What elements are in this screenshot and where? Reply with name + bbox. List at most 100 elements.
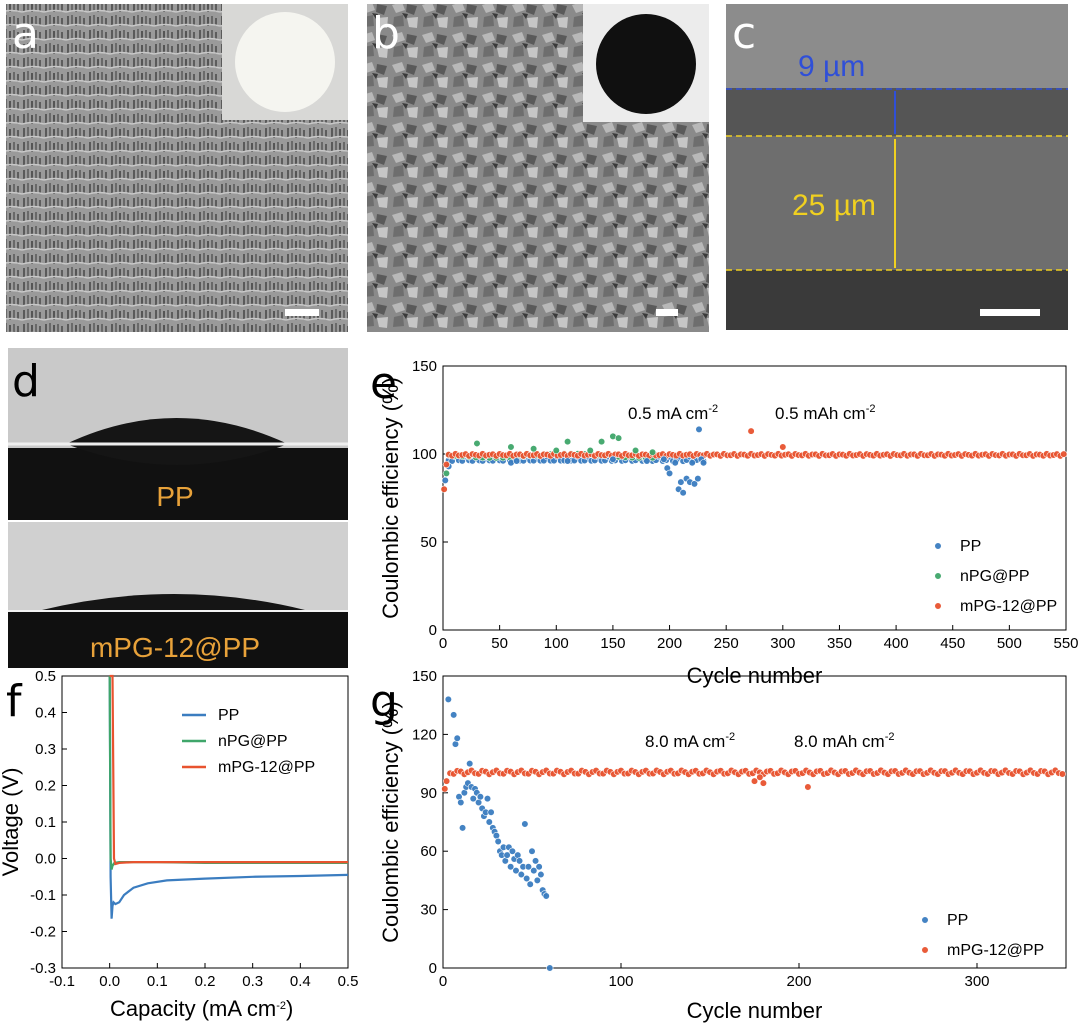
- y-tick-label: 0.2: [35, 778, 56, 795]
- data-point: [671, 459, 679, 467]
- current-density-annotation: 8.0 mA cm-2: [645, 731, 735, 751]
- x-tick-label: 400: [884, 635, 909, 652]
- data-point: [444, 695, 452, 703]
- data-point: [466, 759, 474, 768]
- data-point: [450, 711, 458, 719]
- data-point: [530, 445, 538, 453]
- substrate-layer: [726, 270, 1068, 330]
- data-point: [665, 469, 674, 477]
- y-tick-label: 60: [420, 843, 437, 860]
- x-tick-label: 50: [491, 635, 508, 652]
- data-point: [747, 427, 755, 435]
- data-point: [512, 867, 520, 875]
- x-tick-label: 500: [997, 635, 1022, 652]
- x-tick-label: 0: [439, 635, 447, 652]
- y-tick-label: 0.1: [35, 814, 56, 831]
- data-point: [563, 438, 572, 446]
- legend-label: mPG-12@PP: [218, 759, 315, 776]
- x-tick-label: 0.1: [147, 973, 168, 990]
- x-tick-label: 450: [940, 635, 965, 652]
- areal-capacity-annotation: 0.5 mAh cm-2: [775, 403, 875, 423]
- y-tick-label: 0.3: [35, 741, 56, 758]
- panel-label-d: d: [12, 356, 40, 407]
- data-point: [507, 863, 515, 871]
- x-tick-label: 0: [439, 973, 447, 990]
- scale-bar: [980, 309, 1040, 316]
- data-point: [442, 460, 450, 469]
- data-point: [614, 434, 623, 442]
- separator-layer: [726, 136, 1068, 270]
- y-tick-label: 0: [429, 622, 437, 639]
- voltage-curve: [109, 674, 348, 866]
- x-axis-label: Capacity (mA cm-2): [110, 996, 293, 1021]
- x-tick-label: 300: [770, 635, 795, 652]
- data-point: [440, 485, 448, 493]
- data-point: [523, 874, 531, 883]
- y-tick-label: 150: [412, 358, 437, 375]
- legend-marker: [934, 602, 942, 610]
- y-tick-label: -0.3: [30, 960, 56, 977]
- data-point: [779, 443, 787, 451]
- panel-label-a: a: [12, 8, 39, 59]
- current-density-annotation-base: 8.0 mA cm: [645, 732, 725, 751]
- chart-f: f -0.1 0.0 0.1 0.2 0.3 0.4 0.5 -0.3 -0.2 -0.1 0.0 0…: [0, 668, 358, 1021]
- y-tick-label: 0.4: [35, 705, 56, 722]
- data-point: [695, 425, 703, 433]
- panel-label-g: g: [370, 676, 398, 727]
- y-axis-label: Coulombic efficiency (%): [378, 701, 403, 943]
- legend-marker: [921, 946, 929, 954]
- chart-e: e 0 50 100 150 200 250 300 350 400 450 500 550 0 50 10…: [370, 358, 1079, 688]
- panel-d: PP mPG-12@PP d: [8, 348, 348, 668]
- y-tick-label: 120: [412, 726, 437, 743]
- data-point: [513, 457, 521, 465]
- panel-label-c: c: [732, 8, 756, 59]
- legend-label: PP: [947, 912, 968, 929]
- data-point: [469, 795, 477, 803]
- y-tick-label: 0: [429, 960, 437, 977]
- voltage-curve: [108, 675, 349, 919]
- legend-label: mPG-12@PP: [947, 942, 1044, 959]
- panel-a: a: [6, 4, 348, 332]
- pg-disc: [596, 14, 696, 114]
- y-tick-label: 90: [420, 785, 437, 802]
- mpg-surface: [8, 612, 348, 668]
- data-point: [533, 876, 541, 885]
- data-point: [531, 857, 540, 865]
- coating-layer: [726, 88, 1068, 136]
- plot-frame: [442, 365, 1067, 631]
- data-point: [530, 867, 538, 875]
- data-point: [528, 847, 536, 855]
- data-point: [699, 459, 708, 467]
- areal-capacity-annotation-base: 8.0 mAh cm: [794, 732, 885, 751]
- data-point: [643, 457, 651, 465]
- legend-marker: [921, 916, 929, 924]
- x-axis-label: Cycle number: [687, 998, 823, 1023]
- y-tick-label: 30: [420, 902, 437, 919]
- x-tick-label: 100: [608, 973, 633, 990]
- data-point: [537, 870, 545, 879]
- current-density-annotation-superscript: -2: [725, 731, 735, 743]
- panel-c: 9 µm 25 µm c: [726, 4, 1068, 330]
- data-point: [756, 773, 764, 781]
- legend-marker: [934, 542, 942, 550]
- scale-bar: [656, 309, 678, 316]
- data-point: [457, 798, 465, 807]
- data-point: [750, 777, 759, 785]
- data-point: [688, 459, 696, 467]
- panel-label-e: e: [370, 358, 397, 409]
- current-density-annotation-superscript: -2: [708, 403, 718, 415]
- data-point: [679, 489, 687, 497]
- areal-capacity-annotation-superscript: -2: [885, 731, 895, 743]
- x-tick-label: 0.0: [99, 973, 120, 990]
- y-tick-label: 150: [412, 668, 437, 685]
- data-point: [552, 446, 560, 455]
- y-tick-label: 0.0: [35, 851, 56, 868]
- data-point: [442, 777, 451, 785]
- current-density-annotation: 0.5 mA cm-2: [628, 403, 718, 423]
- mpg-caption: mPG-12@PP: [90, 632, 260, 663]
- pp-disc: [235, 12, 335, 112]
- mpg-point: [1060, 450, 1068, 458]
- y-tick-label: -0.1: [30, 887, 56, 904]
- areal-capacity-annotation-base: 0.5 mAh cm: [775, 404, 866, 423]
